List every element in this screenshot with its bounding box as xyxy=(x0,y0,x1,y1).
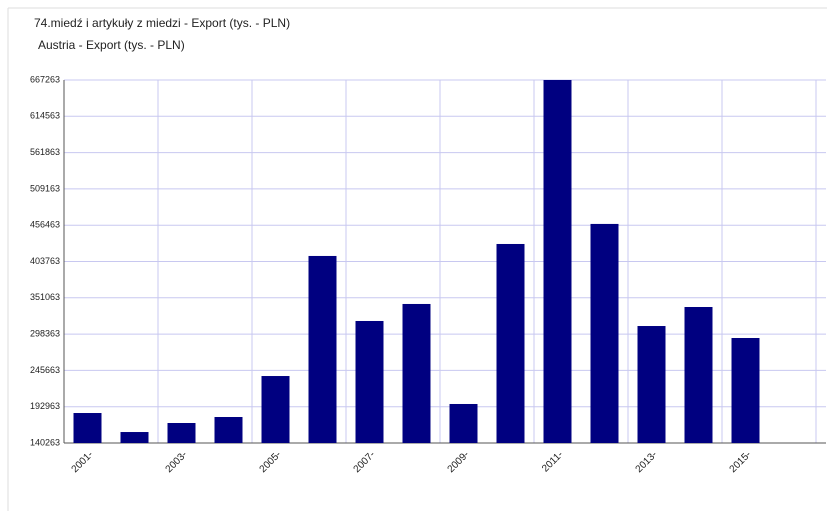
x-tick-label: 2001- xyxy=(70,449,96,475)
bar xyxy=(590,223,619,443)
bar xyxy=(496,243,525,443)
bar xyxy=(308,255,337,443)
bar xyxy=(449,403,478,443)
x-tick-label: 2003- xyxy=(164,449,190,475)
x-tick-label: 2007- xyxy=(352,449,378,475)
bar xyxy=(120,432,149,443)
bar xyxy=(214,417,243,443)
x-tick-label: 2005- xyxy=(258,449,284,475)
bar xyxy=(261,376,290,443)
y-tick-label: 140263 xyxy=(30,437,60,447)
bar xyxy=(543,80,572,443)
y-tick-label: 298363 xyxy=(30,328,60,338)
y-tick-label: 456463 xyxy=(30,220,60,230)
bar xyxy=(731,338,760,443)
y-tick-label: 403763 xyxy=(30,256,60,266)
bar xyxy=(684,307,713,443)
y-tick-label: 351063 xyxy=(30,292,60,302)
x-tick-label: 2013- xyxy=(634,449,660,475)
y-tick-label: 192963 xyxy=(30,401,60,411)
bar xyxy=(73,413,102,443)
bar xyxy=(355,320,384,443)
bar xyxy=(167,422,196,443)
y-tick-label: 561863 xyxy=(30,147,60,157)
y-tick-label: 614563 xyxy=(30,111,60,121)
y-tick-label: 509163 xyxy=(30,183,60,193)
y-tick-label: 245663 xyxy=(30,365,60,375)
bar xyxy=(637,326,666,443)
y-tick-label: 667263 xyxy=(30,74,60,84)
bar xyxy=(402,303,431,443)
x-tick-label: 2015- xyxy=(728,449,754,475)
chart-subtitle: Austria - Export (tys. - PLN) xyxy=(38,38,185,52)
chart-title: 74.miedź i artykuły z miedzi - Export (t… xyxy=(34,16,290,30)
x-tick-label: 2009- xyxy=(446,449,472,475)
x-tick-label: 2011- xyxy=(540,449,565,474)
